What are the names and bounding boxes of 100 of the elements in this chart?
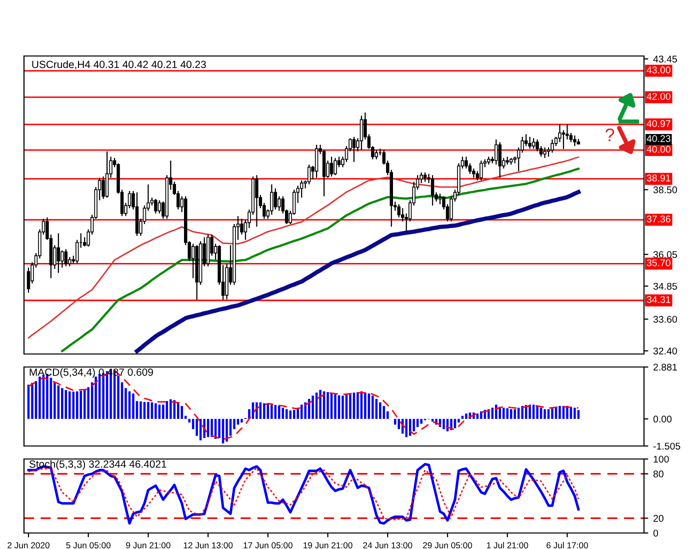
ref-line-label: 37.36 (646, 216, 670, 222)
bar (540, 408, 542, 419)
y-tick-label: 36.05 (653, 251, 677, 258)
bar (300, 404, 303, 419)
bar (528, 404, 531, 419)
y-tick-label: 43.45 (653, 56, 677, 63)
bar (154, 403, 157, 419)
text: ? (606, 128, 614, 142)
candlestick (352, 136, 356, 162)
x-tick-label: 5 Jun 05:00 (66, 542, 111, 548)
ref-line-label: 38.91 (646, 174, 670, 182)
bar (382, 406, 386, 419)
bar (54, 382, 56, 419)
bar (454, 418, 456, 428)
bar (282, 408, 284, 419)
bar (170, 399, 172, 419)
ref-line-label: 35.70 (646, 259, 670, 266)
bar (495, 404, 498, 419)
y-tick-label: 100 (654, 456, 669, 463)
candlestick (278, 196, 281, 212)
bar (372, 396, 374, 419)
y-tick-label: 38.50 (653, 186, 677, 194)
y-tick-label: 80 (653, 470, 664, 478)
bar (558, 406, 561, 419)
candlestick (60, 250, 64, 268)
bar (312, 396, 314, 419)
candlestick (498, 142, 502, 178)
candlestick (472, 168, 476, 178)
x-tick-label: 19 Jun 21:00 (304, 542, 352, 548)
candlestick (64, 248, 68, 267)
candlestick (374, 149, 378, 160)
bar (356, 392, 359, 419)
x-tick-label: 6 Jul 17:00 (546, 542, 588, 548)
y-tick-label: 34.85 (653, 282, 677, 290)
bar (240, 418, 243, 422)
candlestick (400, 208, 404, 222)
bar (286, 409, 288, 419)
line-series (134, 190, 581, 354)
candlestick (158, 200, 162, 214)
bar (342, 396, 344, 419)
bar (304, 402, 306, 419)
x-tick-label: 24 Jun 13:00 (363, 542, 412, 548)
bar (278, 406, 280, 419)
candlestick (307, 164, 311, 185)
bar (210, 418, 213, 438)
y-tick-label: 33.60 (653, 316, 677, 323)
bar (61, 388, 64, 419)
bar (349, 393, 352, 419)
chart-title: USCrude,H4 40.31 40.42 40.21 40.23 (32, 60, 206, 70)
bar (64, 390, 68, 419)
x-tick-label: 2 Jun 2020 (8, 542, 50, 548)
bar (263, 403, 266, 419)
bar (506, 408, 508, 419)
bar (326, 392, 329, 419)
candlestick (573, 134, 576, 147)
bar (226, 418, 228, 442)
bar (574, 408, 576, 419)
bar (405, 418, 408, 438)
bar (577, 410, 580, 419)
bar (420, 418, 422, 424)
x-tick-label: 17 Jun 05:00 (244, 542, 292, 548)
candlestick (397, 204, 400, 218)
bar (319, 390, 322, 419)
bar (31, 382, 34, 419)
bar (158, 404, 161, 419)
bar (394, 418, 396, 425)
bar (491, 408, 494, 419)
y-tick-label: 0.00 (653, 416, 672, 423)
bar (274, 405, 277, 419)
bar (38, 376, 41, 419)
line-series (61, 168, 580, 352)
ref-line-label: 40.00 (646, 146, 670, 153)
bar (140, 401, 142, 419)
candlestick (494, 138, 498, 166)
bar (68, 391, 71, 419)
bar (177, 402, 180, 419)
bar (364, 392, 366, 419)
y-tick-label: 32.40 (653, 348, 677, 354)
candlestick (423, 172, 427, 182)
bar (80, 390, 82, 419)
bar (379, 402, 382, 419)
candlestick (438, 193, 442, 205)
candlestick (102, 176, 105, 200)
x-tick-label: 29 Jun 05:00 (423, 542, 472, 548)
ref-line-label: 42.00 (646, 92, 670, 100)
bar (199, 418, 202, 440)
bar (147, 402, 150, 419)
bar (270, 404, 273, 419)
candlestick (360, 115, 364, 151)
bar (480, 411, 482, 419)
bar (532, 404, 535, 419)
candlestick (430, 174, 434, 206)
candlestick (191, 243, 195, 279)
y-tick-label: 0 (653, 530, 658, 537)
bar (514, 409, 516, 419)
candlestick (314, 144, 318, 178)
line-series (28, 370, 580, 440)
bar (536, 406, 538, 419)
bar (551, 408, 554, 419)
candlestick (274, 188, 278, 210)
